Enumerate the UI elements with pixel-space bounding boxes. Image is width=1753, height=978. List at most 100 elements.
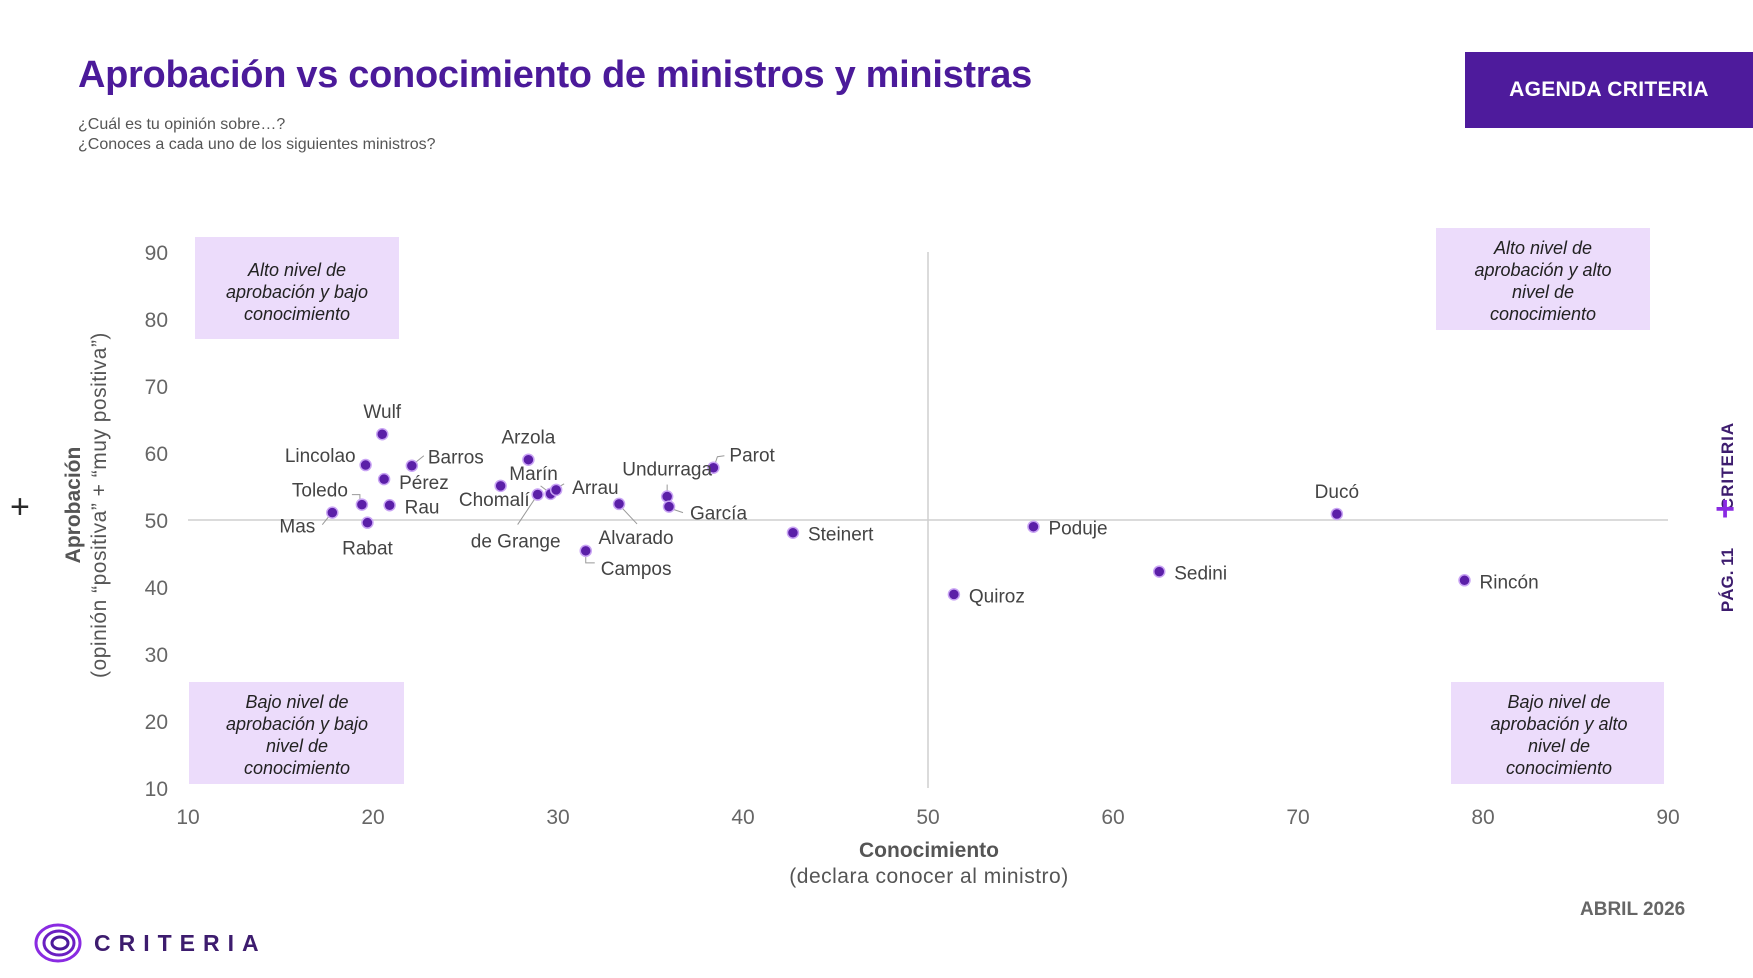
point-chomalí	[494, 479, 507, 493]
quadrant-text-bottom-left: aprobación y bajo	[226, 714, 368, 734]
point-labels: Wulf Lincolao Barros Pérez Toledo Rau Mas Rabat…	[279, 402, 1538, 607]
quadrant-text-bottom-right: Bajo nivel de	[1507, 692, 1610, 712]
quadrant-text-top-right: conocimiento	[1490, 304, 1596, 324]
point-label-barros: Barros	[428, 448, 484, 469]
x-tick-label: 80	[1471, 806, 1494, 829]
quadrant-text-bottom-left: conocimiento	[244, 758, 350, 778]
point-rincón	[1458, 574, 1471, 587]
data-points	[326, 427, 1471, 601]
subtitle-question-opinion: ¿Cuál es tu opinión sobre…?	[78, 116, 286, 133]
point-label-wulf: Wulf	[363, 402, 401, 423]
point-steinert	[786, 526, 800, 539]
page-number: PÁG. 11	[1718, 548, 1737, 612]
side-plus-icon: +	[1715, 490, 1735, 528]
point-label-arrau: Arrau	[572, 478, 618, 499]
point-ducó	[1330, 507, 1344, 521]
x-tick-label: 60	[1101, 806, 1124, 829]
y-tick-label: 50	[145, 510, 168, 533]
quadrant-box-top-right	[1436, 228, 1650, 330]
leader-line-barros	[413, 455, 425, 465]
quadrant-text-bottom-right: aprobación y alto	[1490, 714, 1627, 734]
quadrant-text-bottom-left: nivel de	[266, 736, 328, 756]
point-label-mas: Mas	[279, 517, 315, 538]
y-tick-label: 70	[145, 376, 168, 399]
agenda-criteria-badge: AGENDA CRITERIA	[1465, 52, 1753, 128]
point-arrau	[549, 483, 563, 497]
y-tick-label: 60	[145, 443, 168, 466]
leader-line-mas	[321, 514, 331, 525]
point-rau	[383, 499, 396, 512]
y-tick-label: 40	[145, 577, 168, 600]
leader-line-alvarado	[620, 506, 638, 525]
x-tick-label: 90	[1656, 806, 1679, 829]
point-label-poduje: Poduje	[1048, 519, 1107, 540]
x-tick-label: 50	[916, 806, 939, 829]
point-arzola	[522, 453, 535, 466]
x-tick-label: 20	[361, 806, 384, 829]
point-marín	[544, 487, 557, 501]
point-label-ducó: Ducó	[1315, 482, 1359, 503]
y-axis-subtitle: (opinión “positiva” + “muy positiva”)	[88, 332, 111, 678]
point-label-rabat: Rabat	[342, 539, 393, 560]
quadrant-text-top-left: conocimiento	[244, 304, 350, 324]
point-rabat	[361, 516, 374, 529]
point-label-pérez: Pérez	[399, 473, 449, 494]
point-label-de-grange: de Grange	[471, 532, 561, 553]
quadrant-box-bottom-right	[1451, 682, 1664, 784]
point-poduje	[1027, 520, 1040, 533]
point-label-rau: Rau	[405, 497, 440, 518]
point-campos	[579, 544, 592, 558]
point-alvarado	[612, 497, 626, 511]
leader-line-de-grange	[517, 497, 537, 525]
leader-line-garcía	[670, 508, 684, 514]
y-tick-label: 30	[145, 644, 168, 667]
side-vertical-brand: CRITERIA + PÁG. 11	[1715, 422, 1737, 612]
point-label-sedini: Sedini	[1174, 564, 1227, 585]
y-tick-label: 90	[145, 242, 168, 265]
leader-line-campos	[585, 552, 595, 564]
point-lincolao	[359, 458, 372, 472]
point-label-toledo: Toledo	[292, 481, 348, 502]
x-axis-title: Conocimiento	[859, 839, 999, 862]
point-label-lincolao: Lincolao	[285, 446, 356, 467]
point-de-grange	[531, 488, 544, 501]
point-pérez	[377, 472, 391, 486]
point-label-parot: Parot	[729, 446, 775, 467]
leader-line-marín	[540, 485, 549, 493]
quadrant-text-top-right: nivel de	[1512, 282, 1574, 302]
x-tick-label: 40	[731, 806, 754, 829]
leader-line-toledo	[351, 494, 361, 503]
quadrant-text-bottom-right: nivel de	[1528, 736, 1590, 756]
point-parot	[707, 461, 720, 474]
y-axis-title: Aprobación	[62, 447, 85, 564]
y-tick-label: 80	[145, 309, 168, 332]
quadrant-text-top-left: Alto nivel de	[247, 260, 346, 280]
y-tick-label: 20	[145, 711, 168, 734]
left-plus-icon: +	[10, 488, 30, 526]
label-leader-lines	[321, 455, 725, 564]
criteria-spiral-icon	[34, 923, 82, 963]
point-mas	[326, 506, 339, 519]
quadrant-text-bottom-left: Bajo nivel de	[245, 692, 348, 712]
point-label-undurraga: Undurraga	[622, 460, 712, 481]
criteria-logo-text: CRITERIA	[94, 929, 267, 956]
quadrant-text-bottom-right: conocimiento	[1506, 758, 1612, 778]
point-label-garcía: García	[690, 504, 747, 525]
x-tick-label: 30	[546, 806, 569, 829]
reference-lines	[188, 252, 1668, 788]
point-toledo	[355, 498, 369, 511]
criteria-logo: CRITERIA	[34, 922, 267, 964]
report-date: ABRIL 2026	[1580, 899, 1686, 920]
x-axis-subtitle: (declara conocer al ministro)	[789, 865, 1068, 888]
quadrant-text-top-right: aprobación y alto	[1474, 260, 1611, 280]
subtitle: ¿Cuál es tu opinión sobre…? ¿Conoces a c…	[78, 115, 436, 155]
quadrant-box-bottom-left	[189, 682, 404, 784]
point-label-rincón: Rincón	[1480, 572, 1539, 593]
point-label-campos: Campos	[601, 559, 672, 580]
y-tick-label: 10	[145, 778, 168, 801]
point-label-steinert: Steinert	[808, 525, 874, 546]
x-tick-label: 10	[176, 806, 199, 829]
point-label-arzola: Arzola	[501, 428, 555, 449]
point-undurraga	[660, 490, 674, 503]
leader-line-arrau	[556, 483, 565, 489]
